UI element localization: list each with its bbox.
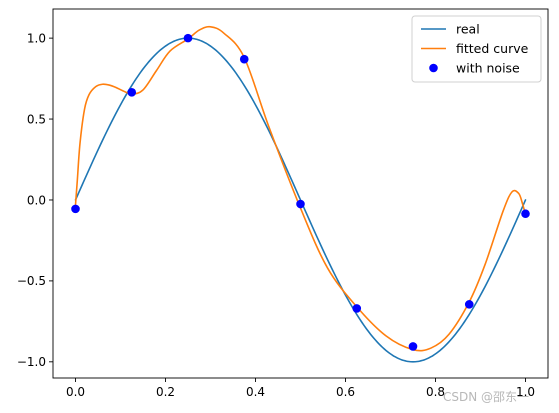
x-axis: 0.0 0.2 0.4 0.6 0.8 1.0 <box>66 378 535 399</box>
legend-label-fitted-curve: fitted curve <box>456 41 529 56</box>
y-tick-label: 0.5 <box>27 112 46 126</box>
series-line-fitted-curve <box>74 25 527 352</box>
data-point-with-noise <box>408 342 418 351</box>
axes-frame <box>52 8 549 379</box>
data-point-with-noise <box>464 300 474 309</box>
x-tick-label: 1.0 <box>516 385 535 399</box>
legend-swatch-with-noise <box>429 63 438 73</box>
data-point-with-noise <box>521 209 530 219</box>
legend-label-real: real <box>456 21 480 36</box>
x-tick-label: 0.0 <box>66 385 85 399</box>
data-point-with-noise <box>71 204 80 214</box>
data-point-with-noise <box>239 54 249 64</box>
legend-label-with-noise: with noise <box>456 60 520 75</box>
x-tick-label: 0.8 <box>426 385 445 399</box>
y-tick-label: 0.0 <box>27 193 46 207</box>
y-tick-label: −0.5 <box>17 274 46 288</box>
legend-box <box>411 15 542 83</box>
data-point-with-noise <box>127 88 137 97</box>
y-tick-label: 1.0 <box>27 31 46 45</box>
x-tick-label: 0.2 <box>156 385 175 399</box>
data-point-with-noise <box>183 33 193 43</box>
legend: real fitted curve with noise <box>411 15 542 83</box>
plot-area <box>71 25 530 363</box>
watermark-text: CSDN @邵东一 <box>443 390 529 404</box>
x-tick-label: 0.4 <box>246 385 265 399</box>
x-tick-label: 0.6 <box>336 385 355 399</box>
data-point-with-noise <box>352 304 362 313</box>
y-axis: −1.0 −0.5 0.0 0.5 1.0 <box>17 31 53 369</box>
data-point-with-noise <box>296 199 305 209</box>
axes-border <box>52 8 549 379</box>
y-tick-label: −1.0 <box>17 355 46 369</box>
